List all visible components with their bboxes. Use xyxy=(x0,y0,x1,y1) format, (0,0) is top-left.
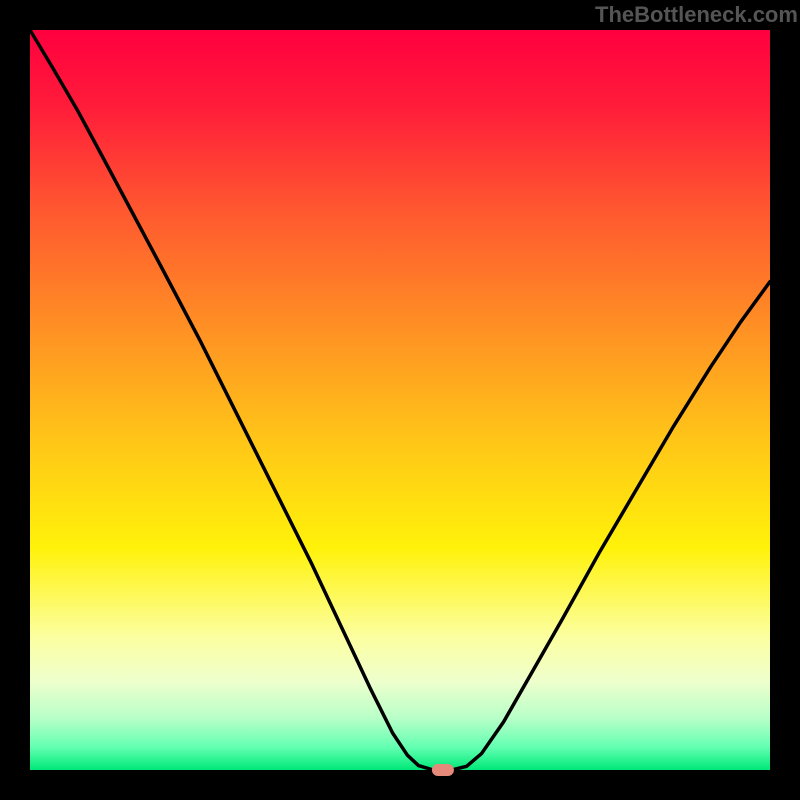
bottleneck-chart xyxy=(0,0,800,800)
watermark-text: TheBottleneck.com xyxy=(595,2,798,28)
plot-background xyxy=(30,30,770,770)
minimum-marker xyxy=(432,764,454,776)
